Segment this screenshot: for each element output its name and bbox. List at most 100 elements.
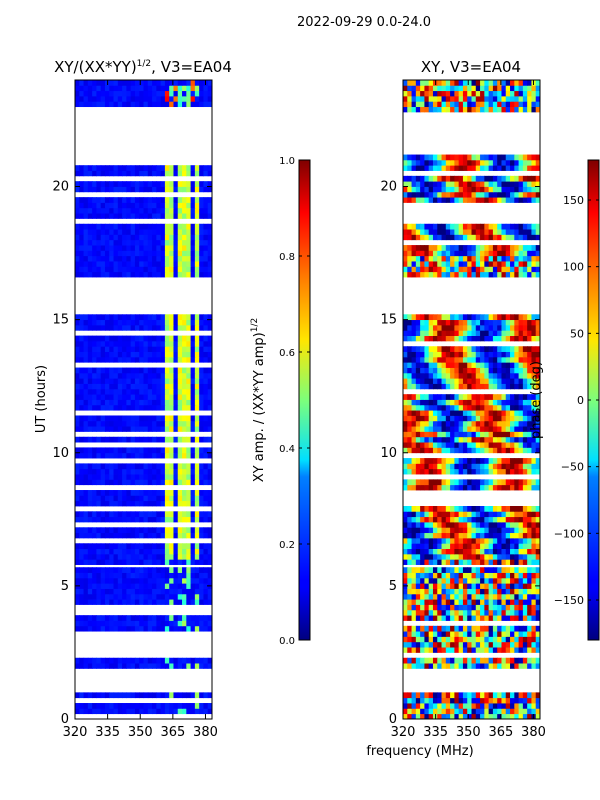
heatmap-cell: [139, 572, 145, 579]
heatmap-cell: [96, 340, 102, 347]
heatmap-cell: [450, 372, 455, 379]
heatmap-cell: [126, 207, 132, 214]
heatmap-cell: [117, 85, 123, 92]
heatmap-cell: [428, 181, 434, 187]
heatmap-cell: [454, 181, 460, 187]
heatmap-cell: [92, 703, 98, 709]
heatmap-cell: [527, 442, 533, 448]
heatmap-cell: [484, 356, 490, 363]
heatmap-cell: [403, 532, 408, 539]
heatmap-cell: [152, 388, 157, 395]
heatmap-cell: [96, 213, 102, 219]
heatmap-cell: [467, 234, 473, 241]
left-panel: XY/(XX*YY)1/2, V3=EA04 320 335 350 365 380 0…: [34, 58, 232, 740]
heatmap-cell: [190, 588, 196, 595]
heatmap-cell: [510, 647, 515, 653]
heatmap-cell: [424, 708, 430, 715]
heatmap-cell: [441, 410, 447, 416]
heatmap-cell: [407, 420, 413, 427]
heatmap-cell: [501, 186, 507, 193]
heatmap-cell: [134, 468, 140, 475]
heatmap-cell: [177, 186, 183, 193]
heatmap-cell: [92, 657, 98, 664]
heatmap-cell: [535, 335, 540, 342]
heatmap-cell: [147, 500, 153, 507]
heatmap-cell: [143, 663, 149, 669]
heatmap-cell: [113, 367, 119, 374]
heatmap-cell: [173, 101, 179, 108]
heatmap-cell: [480, 362, 485, 368]
heatmap-cell: [147, 356, 153, 363]
heatmap-cell: [527, 335, 533, 342]
heatmap-cell: [186, 202, 192, 209]
heatmap-cell: [139, 399, 145, 406]
heatmap-cell: [527, 548, 533, 555]
heatmap-cell: [126, 588, 132, 595]
heatmap-cell: [471, 271, 477, 278]
heatmap-cell: [199, 340, 205, 347]
heatmap-cell: [117, 202, 123, 209]
heatmap-cell: [139, 527, 145, 534]
heatmap-cell: [403, 713, 408, 719]
heatmap-cell: [173, 577, 179, 584]
heatmap-cell: [75, 372, 80, 379]
heatmap-cell: [531, 532, 537, 539]
heatmap-cell: [518, 692, 524, 699]
heatmap-cell: [156, 420, 162, 427]
heatmap-cell: [428, 527, 434, 534]
heatmap-cell: [134, 202, 140, 209]
heatmap-cell: [186, 101, 192, 108]
heatmap-cell: [139, 356, 145, 363]
heatmap-cell: [445, 703, 451, 709]
heatmap-cell: [415, 447, 421, 454]
heatmap-cell: [471, 631, 477, 637]
heatmap-cell: [497, 335, 503, 342]
heatmap-cell: [134, 399, 140, 406]
heatmap-cell: [152, 399, 157, 406]
heatmap-cell: [156, 271, 162, 278]
heatmap-cell: [518, 271, 524, 278]
heatmap-cell: [152, 615, 157, 621]
heatmap-cell: [182, 447, 187, 454]
heatmap-cell: [527, 420, 533, 427]
heatmap-cell: [488, 154, 494, 161]
heatmap-cell: [450, 415, 455, 422]
heatmap-cell: [87, 351, 93, 358]
heatmap-cell: [122, 511, 127, 518]
heatmap-cell: [518, 625, 524, 632]
heatmap-cell: [134, 516, 140, 523]
heatmap-cell: [501, 319, 507, 326]
heatmap-cell: [134, 186, 140, 193]
heatmap-cell: [186, 516, 192, 523]
heatmap-cell: [104, 367, 110, 374]
heatmap-cell: [471, 431, 477, 438]
heatmap-cell: [535, 516, 540, 523]
heatmap-cell: [488, 615, 494, 621]
heatmap-cell: [173, 657, 179, 664]
heatmap-cell: [518, 431, 524, 438]
heatmap-cell: [488, 335, 494, 342]
heatmap-cell: [480, 431, 485, 438]
heatmap-cell: [117, 229, 123, 235]
heatmap-cell: [169, 527, 175, 534]
heatmap-cell: [415, 532, 421, 539]
heatmap-cell: [143, 223, 149, 230]
heatmap-cell: [207, 553, 212, 560]
heatmap-cell: [92, 261, 98, 267]
heatmap-cell: [143, 388, 149, 395]
heatmap-cell: [492, 314, 498, 321]
heatmap-cell: [139, 495, 145, 502]
heatmap-cell: [156, 404, 162, 411]
heatmap-cell: [458, 479, 464, 486]
heatmap-cell: [522, 367, 528, 374]
heatmap-cell: [104, 583, 110, 589]
heatmap-cell: [420, 426, 426, 432]
heatmap-cell: [492, 506, 498, 512]
heatmap-cell: [467, 559, 473, 565]
heatmap-cell: [488, 271, 494, 278]
heatmap-cell: [510, 527, 515, 534]
heatmap-cell: [79, 202, 85, 209]
heatmap-cell: [126, 516, 132, 523]
heatmap-cell: [510, 692, 515, 699]
heatmap-cell: [514, 636, 520, 643]
